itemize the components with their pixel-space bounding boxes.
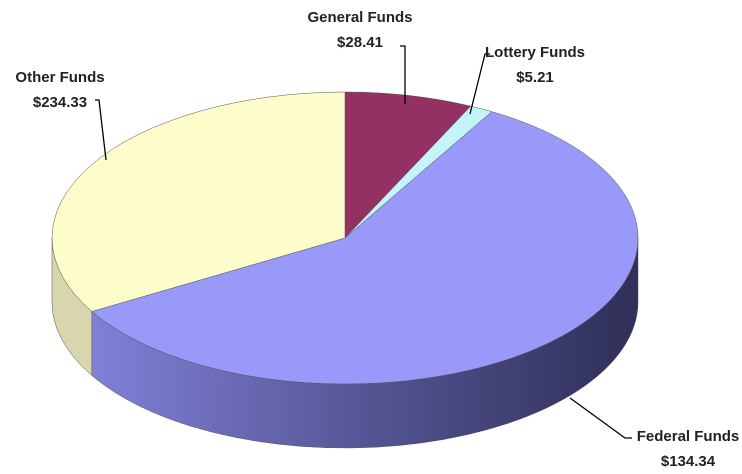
- slice-label: Federal Funds: [637, 428, 740, 445]
- slice: [91, 111, 639, 385]
- slice-label: Lottery Funds: [485, 44, 585, 61]
- slice: [51, 91, 346, 312]
- slice-label: General Funds: [307, 9, 412, 26]
- value-label: $134.34: [661, 453, 716, 470]
- leader-line: [400, 45, 406, 104]
- value-label: $234.33: [33, 94, 87, 111]
- leader-line: [469, 53, 490, 115]
- leader-line: [95, 99, 107, 161]
- value-label: $5.21: [516, 69, 554, 86]
- leader-line: [569, 397, 632, 439]
- slice-label: Other Funds: [15, 69, 104, 86]
- value-label: $28.41: [337, 34, 383, 51]
- slice: [344, 91, 472, 239]
